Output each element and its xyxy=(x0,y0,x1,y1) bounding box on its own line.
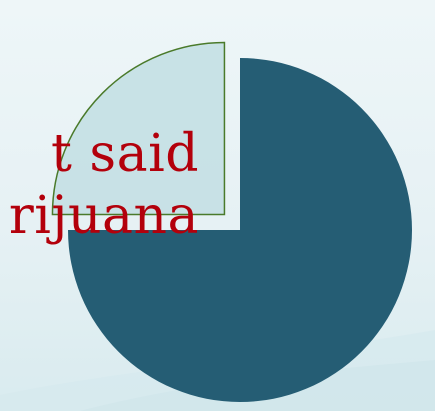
pie-slices xyxy=(51,41,412,402)
pie-slice-1 xyxy=(68,58,412,402)
annotation-line-1: t said xyxy=(50,124,199,184)
annotation-line-2: rijuana xyxy=(8,186,199,246)
pie-slice-2 xyxy=(51,41,226,216)
